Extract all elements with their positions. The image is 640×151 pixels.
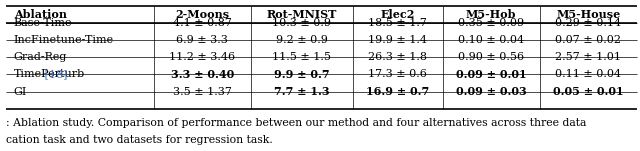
Text: 2.57 ± 1.01: 2.57 ± 1.01 xyxy=(556,52,621,62)
Text: 9.2 ± 0.9: 9.2 ± 0.9 xyxy=(276,35,328,45)
Text: 0.09 ± 0.03: 0.09 ± 0.03 xyxy=(456,86,527,97)
Text: 0.09 ± 0.01: 0.09 ± 0.01 xyxy=(456,69,527,80)
Text: 11.5 ± 1.5: 11.5 ± 1.5 xyxy=(273,52,332,62)
Text: 0.11 ± 0.04: 0.11 ± 0.04 xyxy=(556,69,621,79)
Text: 0.10 ± 0.04: 0.10 ± 0.04 xyxy=(458,35,524,45)
Text: 10.3 ± 0.9: 10.3 ± 0.9 xyxy=(273,18,332,28)
Text: 26.3 ± 1.8: 26.3 ± 1.8 xyxy=(368,52,428,62)
Text: 9.9 ± 0.7: 9.9 ± 0.7 xyxy=(274,69,330,80)
Text: 18.5 ± 1.7: 18.5 ± 1.7 xyxy=(369,18,428,28)
Text: 3.3 ± 0.40: 3.3 ± 0.40 xyxy=(171,69,234,80)
Text: Base-Time: Base-Time xyxy=(14,18,72,28)
Text: 7.7 ± 1.3: 7.7 ± 1.3 xyxy=(274,86,330,97)
Text: IncFinetune-Time: IncFinetune-Time xyxy=(14,35,114,45)
Text: cation task and two datasets for regression task.: cation task and two datasets for regress… xyxy=(6,135,273,145)
Text: 19.9 ± 1.4: 19.9 ± 1.4 xyxy=(368,35,428,45)
Text: 11.2 ± 3.46: 11.2 ± 3.46 xyxy=(169,52,236,62)
Text: 0.05 ± 0.01: 0.05 ± 0.01 xyxy=(553,86,623,97)
Text: 17.3 ± 0.6: 17.3 ± 0.6 xyxy=(369,69,428,79)
Text: M5-Hob: M5-Hob xyxy=(466,9,516,20)
Text: Ablation: Ablation xyxy=(14,9,67,20)
Text: 16.9 ± 0.7: 16.9 ± 0.7 xyxy=(366,86,429,97)
Text: 6.9 ± 3.3: 6.9 ± 3.3 xyxy=(177,35,228,45)
Text: 4.1 ± 0.87: 4.1 ± 0.87 xyxy=(173,18,232,28)
Text: Rot-MNIST: Rot-MNIST xyxy=(267,9,337,20)
Text: Elec2: Elec2 xyxy=(381,9,415,20)
Text: 3.5 ± 1.37: 3.5 ± 1.37 xyxy=(173,87,232,97)
Text: Grad-Reg: Grad-Reg xyxy=(14,52,67,62)
Text: 0.35 ± 0.09: 0.35 ± 0.09 xyxy=(458,18,524,28)
Text: [18]: [18] xyxy=(41,69,67,79)
Text: 0.90 ± 0.56: 0.90 ± 0.56 xyxy=(458,52,524,62)
Text: 0.29 ± 0.14: 0.29 ± 0.14 xyxy=(556,18,621,28)
Text: TimePerturb: TimePerturb xyxy=(14,69,85,79)
Text: : Ablation study. Comparison of performance between our method and four alternat: : Ablation study. Comparison of performa… xyxy=(6,118,587,128)
Text: 0.07 ± 0.02: 0.07 ± 0.02 xyxy=(556,35,621,45)
Text: GI: GI xyxy=(14,87,27,97)
Text: M5-House: M5-House xyxy=(556,9,620,20)
Text: 2-Moons: 2-Moons xyxy=(175,9,229,20)
